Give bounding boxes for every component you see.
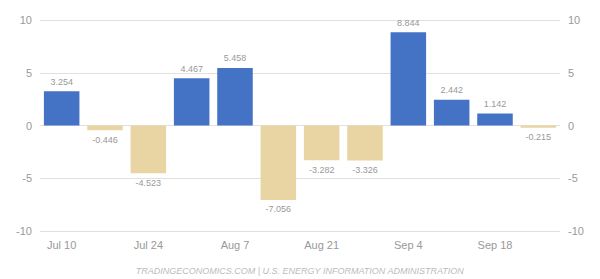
svg-text:-0.215: -0.215 <box>526 132 552 142</box>
svg-text:0: 0 <box>568 120 574 132</box>
svg-text:Jul 10: Jul 10 <box>47 239 76 251</box>
svg-text:-4.523: -4.523 <box>136 178 162 188</box>
svg-text:-5: -5 <box>568 172 578 184</box>
svg-text:5.458: 5.458 <box>224 53 247 63</box>
svg-text:-7.056: -7.056 <box>266 204 292 214</box>
svg-text:5: 5 <box>568 67 574 79</box>
svg-text:10: 10 <box>20 14 32 26</box>
svg-text:1.142: 1.142 <box>484 99 507 109</box>
svg-text:-3.326: -3.326 <box>352 165 378 175</box>
svg-text:Aug 21: Aug 21 <box>304 239 339 251</box>
svg-text:4.467: 4.467 <box>180 64 203 74</box>
svg-text:TRADINGECONOMICS.COM | U.S. EN: TRADINGECONOMICS.COM | U.S. ENERGY INFOR… <box>136 266 465 276</box>
svg-text:0: 0 <box>26 120 32 132</box>
svg-text:Jul 24: Jul 24 <box>134 239 163 251</box>
svg-text:2.442: 2.442 <box>440 85 463 95</box>
svg-text:-5: -5 <box>22 172 32 184</box>
svg-text:3.254: 3.254 <box>50 77 73 87</box>
svg-text:Aug 7: Aug 7 <box>221 239 250 251</box>
svg-text:5: 5 <box>26 67 32 79</box>
svg-text:-10: -10 <box>16 225 32 237</box>
svg-text:Sep 18: Sep 18 <box>478 239 513 251</box>
svg-text:8.844: 8.844 <box>397 18 420 28</box>
svg-text:Sep 4: Sep 4 <box>394 239 423 251</box>
svg-text:-3.282: -3.282 <box>309 165 335 175</box>
svg-text:10: 10 <box>568 14 580 26</box>
svg-text:-0.446: -0.446 <box>92 135 118 145</box>
svg-text:-10: -10 <box>568 225 584 237</box>
